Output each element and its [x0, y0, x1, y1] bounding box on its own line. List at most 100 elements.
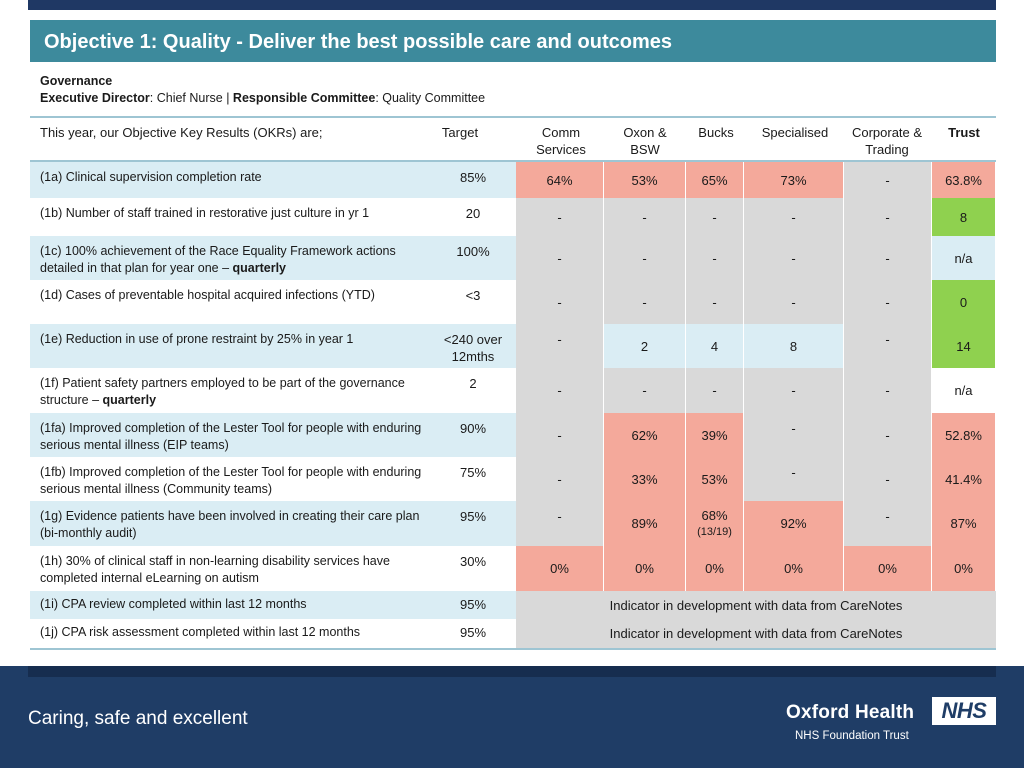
value-oxon: 89%	[604, 501, 686, 546]
top-strip	[28, 0, 996, 10]
header-trust: Trust	[948, 125, 980, 140]
table-row: (1fb) Improved completion of the Lester …	[30, 457, 996, 501]
value-specialised: -	[744, 457, 844, 501]
table-row: (1a) Clinical supervision completion rat…	[30, 162, 996, 198]
org-subtitle: NHS Foundation Trust	[795, 730, 909, 742]
okr-target: 90%	[459, 421, 487, 436]
table-row: (1g) Evidence patients have been involve…	[30, 501, 996, 546]
value-specialised: 92%	[744, 501, 844, 546]
table-row: (1i) CPA review completed within last 12…	[30, 591, 996, 619]
okr-label: (1d) Cases of preventable hospital acqui…	[40, 288, 375, 302]
value-corporate: -	[844, 198, 932, 236]
value-specialised: -	[744, 368, 844, 413]
divider	[30, 160, 996, 162]
okr-text: (1c) 100% achievement of the Race Equali…	[40, 244, 396, 275]
value-bucks: 53%	[686, 457, 744, 501]
footer-band	[0, 666, 1024, 768]
value-trust: n/a	[932, 236, 996, 280]
header-corporate-trading: Corporate & Trading	[851, 125, 923, 157]
governance-block: Governance Executive Director: Chief Nur…	[40, 73, 485, 107]
divider	[30, 116, 996, 118]
okr-label: (1f) Patient safety partners employed to…	[40, 368, 430, 413]
okr-target: 20	[465, 206, 481, 221]
okr-target: 85%	[459, 170, 487, 185]
value-specialised: -	[744, 236, 844, 280]
value-bucks: -	[686, 198, 744, 236]
header-oxon-bsw: Oxon & BSW	[623, 125, 667, 157]
okr-target: 100%	[456, 244, 490, 259]
okr-target: 95%	[459, 625, 487, 640]
table-row: (1f) Patient safety partners employed to…	[30, 368, 996, 413]
value-oxon: 62%	[604, 413, 686, 457]
table-row: (1c) 100% achievement of the Race Equali…	[30, 236, 996, 280]
footer-strip	[28, 666, 996, 677]
value-corporate: -	[844, 280, 932, 324]
value-comm: -	[516, 413, 604, 457]
okr-frequency: quarterly	[102, 393, 157, 407]
okr-label: (1c) 100% achievement of the Race Equali…	[40, 236, 430, 280]
value-bucks: 68% (13/19)	[686, 501, 744, 546]
value-bucks: -	[686, 236, 744, 280]
value-oxon: 2	[604, 324, 686, 368]
value-trust: n/a	[932, 368, 996, 413]
header-okr: This year, our Objective Key Results (OK…	[40, 125, 323, 140]
header-specialised: Specialised	[761, 125, 829, 140]
value-bucks-sub: (13/19)	[697, 525, 732, 538]
okr-label: (1e) Reduction in use of prone restraint…	[40, 332, 354, 346]
value-comm: -	[516, 198, 604, 236]
value-comm: -	[516, 280, 604, 324]
page-title: Objective 1: Quality - Deliver the best …	[44, 31, 672, 53]
value-trust: 0%	[932, 546, 996, 591]
okr-label: (1fa) Improved completion of the Lester …	[40, 421, 422, 452]
value-comm: -	[516, 368, 604, 413]
value-bucks: 65%	[686, 162, 744, 198]
value-comm: -	[516, 324, 604, 368]
value-corporate: -	[844, 324, 932, 368]
value-corporate: -	[844, 162, 932, 198]
nhs-logo-text: NHS	[941, 698, 987, 723]
org-name: Oxford Health	[786, 702, 915, 723]
value-corporate: -	[844, 501, 932, 546]
value-specialised: 8	[744, 324, 844, 368]
value-trust: 63.8%	[932, 162, 996, 198]
value-comm: -	[516, 457, 604, 501]
governance-heading: Governance	[40, 74, 113, 88]
okr-label: (1a) Clinical supervision completion rat…	[40, 170, 262, 184]
title-bar: Objective 1: Quality - Deliver the best …	[30, 20, 996, 62]
okr-target: 75%	[459, 465, 487, 480]
okr-label: (1fb) Improved completion of the Lester …	[40, 465, 422, 496]
value-bucks: 39%	[686, 413, 744, 457]
header-comm-services: Comm Services	[536, 125, 586, 157]
value-comm: 0%	[516, 546, 604, 591]
table-row: (1fa) Improved completion of the Lester …	[30, 413, 996, 457]
committee-value: : Quality Committee	[375, 91, 486, 105]
okr-label: (1b) Number of staff trained in restorat…	[40, 206, 370, 220]
value-oxon: 33%	[604, 457, 686, 501]
value-comm: 64%	[516, 162, 604, 198]
governance-details: Executive Director: Chief Nurse | Respon…	[40, 90, 485, 107]
divider	[30, 648, 996, 650]
okr-target: <3	[465, 288, 481, 303]
okr-target: 95%	[459, 597, 487, 612]
value-oxon: -	[604, 198, 686, 236]
header-bucks: Bucks	[698, 125, 734, 140]
value-corporate: -	[844, 413, 932, 457]
value-trust: 41.4%	[932, 457, 996, 501]
committee-label: Responsible Committee	[232, 91, 376, 105]
value-bucks: -	[686, 280, 744, 324]
table-row: (1b) Number of staff trained in restorat…	[30, 198, 996, 236]
value-trust: 52.8%	[932, 413, 996, 457]
exec-director-label: Executive Director	[40, 91, 150, 105]
okr-target: 30%	[459, 554, 487, 569]
okr-label: (1h) 30% of clinical staff in non-learni…	[40, 554, 390, 585]
okr-target: 95%	[459, 509, 487, 524]
value-corporate: -	[844, 236, 932, 280]
value-oxon: -	[604, 280, 686, 324]
value-specialised: -	[744, 280, 844, 324]
value-specialised: -	[744, 198, 844, 236]
table-row: (1j) CPA risk assessment completed withi…	[30, 619, 996, 648]
value-bucks: 0%	[686, 546, 744, 591]
table-row: (1h) 30% of clinical staff in non-learni…	[30, 546, 996, 591]
value-corporate: -	[844, 457, 932, 501]
value-comm: -	[516, 236, 604, 280]
